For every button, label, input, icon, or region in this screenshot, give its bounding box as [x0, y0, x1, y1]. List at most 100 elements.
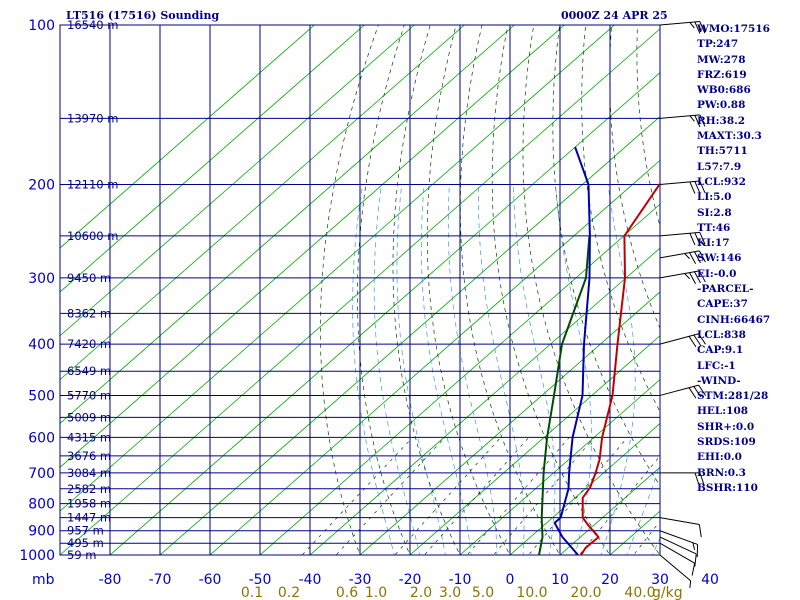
wind-barb-staff: [659, 333, 699, 345]
isotherm-line: [509, 422, 660, 555]
wind-barb-staff: [659, 231, 700, 237]
temperature-tick-label: -60: [199, 572, 222, 588]
isotherm-line: [109, 72, 660, 555]
wind-barb-feather: [698, 524, 702, 538]
dewpoint-trace: [553, 146, 591, 555]
wind-barb-feather: [689, 181, 696, 194]
mixing-ratio-label: 5.0: [472, 585, 494, 600]
temperature-tick-label: 20: [601, 572, 619, 588]
index-value: RH:38.2: [697, 114, 746, 127]
pressure-tick-label: 1000: [19, 548, 55, 564]
isotherm-line: [359, 291, 660, 555]
dry-adiabat-line: [522, 25, 660, 555]
moist-adiabat-line: [447, 184, 498, 555]
dry-adiabat-line: [459, 25, 561, 555]
moist-adiabat-line: [478, 184, 525, 555]
isotherm-line: [209, 159, 660, 555]
wind-barb-staff: [659, 250, 700, 259]
height-label: 59 m: [67, 548, 97, 562]
temperature-tick-label: -20: [399, 572, 422, 588]
wind-barb: [659, 333, 707, 348]
index-value: FRZ:619: [697, 68, 747, 81]
isotherm-line: [60, 28, 660, 555]
height-label: 9450 m: [67, 271, 111, 285]
index-value: EI:-0.0: [697, 267, 737, 280]
height-label: 5770 m: [67, 388, 111, 402]
index-value: -PARCEL-: [697, 283, 754, 296]
height-label: 2582 m: [67, 482, 111, 496]
dry-adiabat-line: [609, 25, 660, 330]
wind-barb: [659, 270, 706, 285]
height-label: 957 m: [67, 524, 104, 538]
index-value: WMO:17516: [697, 23, 770, 35]
mixing-ratio-line: [466, 437, 570, 555]
height-label: 4315 m: [67, 430, 111, 444]
wind-barb: [659, 231, 706, 246]
wind-barb-feather: [689, 252, 697, 264]
mixing-ratio-line: [335, 437, 446, 555]
mixing-ratio-label: 2.0: [410, 585, 432, 600]
wind-barb-staff: [659, 530, 698, 545]
mixing-ratio-unit-label: g/kg: [652, 585, 683, 600]
index-value: TH:5711: [697, 145, 748, 158]
dry-adiabat-line: [581, 25, 660, 413]
wind-barb-staff: [659, 21, 700, 26]
temperature-tick-label: -10: [449, 572, 472, 588]
wind-barb-feather: [699, 114, 706, 127]
index-value: BRN:0.3: [697, 466, 746, 479]
mixing-ratio-line: [528, 437, 628, 555]
wind-barb-staff: [659, 542, 695, 564]
temperature-tick-label: -70: [149, 572, 172, 588]
index-value: HEL:108: [697, 405, 749, 418]
wind-barb-feather: [694, 472, 700, 486]
index-value: WB0:686: [697, 84, 751, 97]
height-label: 1958 m: [67, 497, 111, 511]
index-value: SW:146: [697, 252, 742, 265]
height-label: 495 m: [67, 536, 104, 550]
wind-barb-staff: [659, 554, 691, 582]
dry-adiabat-line: [357, 25, 411, 555]
index-value: LCL:932: [697, 175, 746, 188]
moist-adiabat-line: [421, 184, 472, 555]
mixing-ratio-label: 3.0: [439, 585, 461, 600]
isotherm-line: [409, 335, 660, 555]
wind-barb-feather: [688, 336, 697, 348]
mixing-ratio-label: 0.2: [278, 585, 300, 600]
wind-barb: [660, 472, 705, 486]
wind-barb-feather: [699, 21, 706, 34]
height-label: 16540 m: [67, 18, 118, 32]
wind-barb-feather: [684, 273, 690, 280]
wind-barb-feather: [698, 384, 707, 396]
temperature-tick-label: -50: [249, 572, 272, 588]
wind-barb: [659, 542, 696, 576]
station-title: LT516 (17516) Sounding: [66, 9, 220, 22]
height-label: 8362 m: [67, 306, 111, 320]
wind-barb: [659, 250, 706, 264]
height-label: 3084 m: [67, 466, 111, 480]
index-value: EHI:0.0: [697, 451, 742, 464]
height-label: 7420 m: [67, 337, 111, 351]
index-value: BSHR:110: [697, 481, 758, 494]
isotherm-line: [159, 116, 660, 555]
wind-barb-feather: [694, 181, 701, 194]
wind-barb-staff: [659, 114, 700, 119]
index-value: LFC:-1: [697, 359, 736, 372]
pressure-tick-label: 400: [28, 337, 55, 353]
wind-barb-feather: [693, 386, 702, 398]
wind-barb-staff: [659, 384, 699, 396]
moist-adiabat-line: [396, 184, 446, 555]
isotherm-line: [60, 25, 365, 293]
wind-barb-feather: [694, 21, 701, 34]
temperature-tick-label: 30: [651, 572, 669, 588]
isotherm-line: [60, 25, 415, 337]
wind-barb: [659, 180, 706, 194]
wind-barb-feather: [699, 472, 705, 486]
wind-barb-feather: [694, 251, 701, 264]
wind-barb-feather: [691, 563, 696, 576]
index-value: STM:281/28: [697, 390, 769, 403]
wind-barb-feather: [699, 180, 706, 193]
plot-frame: [59, 24, 661, 556]
wind-barb-feather: [694, 553, 697, 567]
wind-barb-feather: [694, 115, 701, 128]
